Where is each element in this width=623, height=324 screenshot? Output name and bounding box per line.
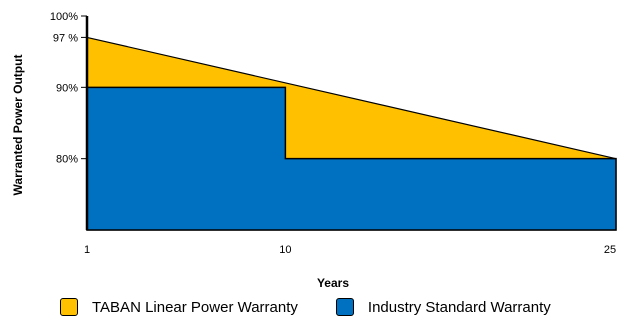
legend-label-industry: Industry Standard Warranty bbox=[367, 298, 551, 316]
x-tick-label: 25 bbox=[604, 244, 616, 256]
legend-item-industry: Industry Standard Warranty bbox=[335, 298, 551, 316]
legend-label-taban: TABAN Linear Power Warranty bbox=[92, 298, 298, 316]
y-axis-ticks: 100% 97 % 90% 80% bbox=[50, 11, 87, 166]
y-tick-label: 90% bbox=[56, 82, 78, 94]
legend-swatch-taban bbox=[60, 298, 78, 316]
legend: TABAN Linear Power Warranty Industry Sta… bbox=[60, 298, 589, 316]
y-tick-label: 80% bbox=[56, 154, 78, 166]
x-tick-label: 10 bbox=[279, 244, 291, 256]
x-axis-ticks: 1 10 25 bbox=[84, 244, 616, 256]
y-tick-label: 100% bbox=[50, 11, 78, 23]
x-tick-label: 1 bbox=[84, 244, 90, 256]
legend-swatch-industry bbox=[335, 298, 354, 316]
x-axis-title: Years bbox=[317, 276, 349, 290]
y-tick-label: 97 % bbox=[53, 32, 78, 44]
plot-area bbox=[86, 36, 617, 231]
legend-item-taban: TABAN Linear Power Warranty bbox=[60, 298, 298, 316]
y-axis-title: Warranted Power Output bbox=[11, 55, 25, 196]
